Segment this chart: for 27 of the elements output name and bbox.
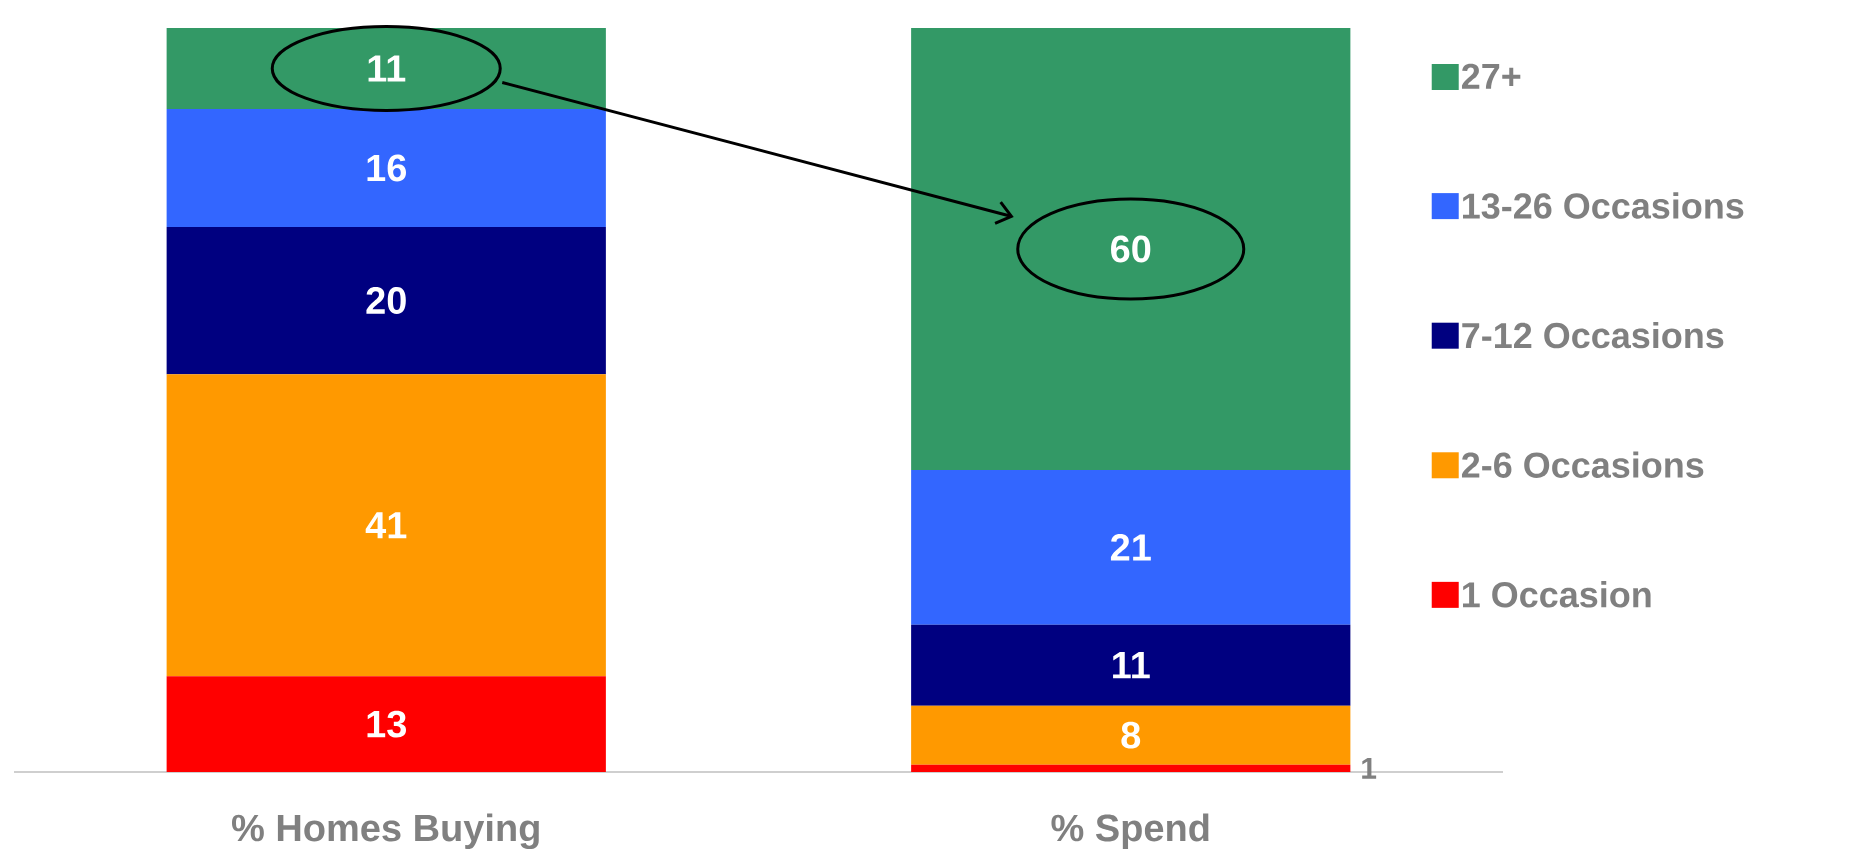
bar xyxy=(911,469,1351,625)
bar xyxy=(911,705,1351,765)
x-tick-label: % Homes Buying xyxy=(232,813,539,850)
bar xyxy=(166,676,606,772)
data-label: 8 xyxy=(1121,721,1141,749)
bar xyxy=(166,27,606,110)
legend-label: 1 Occasion xyxy=(1463,581,1651,608)
data-label: 21 xyxy=(1110,534,1151,561)
data-label: 60 xyxy=(1111,235,1151,263)
bar xyxy=(911,764,1351,772)
legend-label: 2-6 Occasions xyxy=(1461,451,1704,478)
bar xyxy=(166,226,606,375)
legend-label: 7-12 Occasions xyxy=(1462,321,1724,349)
data-label: 1 xyxy=(1362,758,1377,779)
data-label: 11 xyxy=(368,55,406,82)
data-label: 16 xyxy=(367,154,407,182)
legend-label: 27+ xyxy=(1461,63,1521,89)
bar xyxy=(166,374,606,677)
legend-label: 13-26 Occasions xyxy=(1463,192,1744,219)
bar xyxy=(911,27,1351,470)
bar xyxy=(166,109,606,227)
data-label: 13 xyxy=(367,710,407,738)
x-tick-label: % Spend xyxy=(1051,813,1209,849)
data-label: 20 xyxy=(366,287,406,314)
data-label: 41 xyxy=(365,512,407,539)
data-label: 11 xyxy=(1113,652,1150,679)
bar xyxy=(911,624,1351,706)
